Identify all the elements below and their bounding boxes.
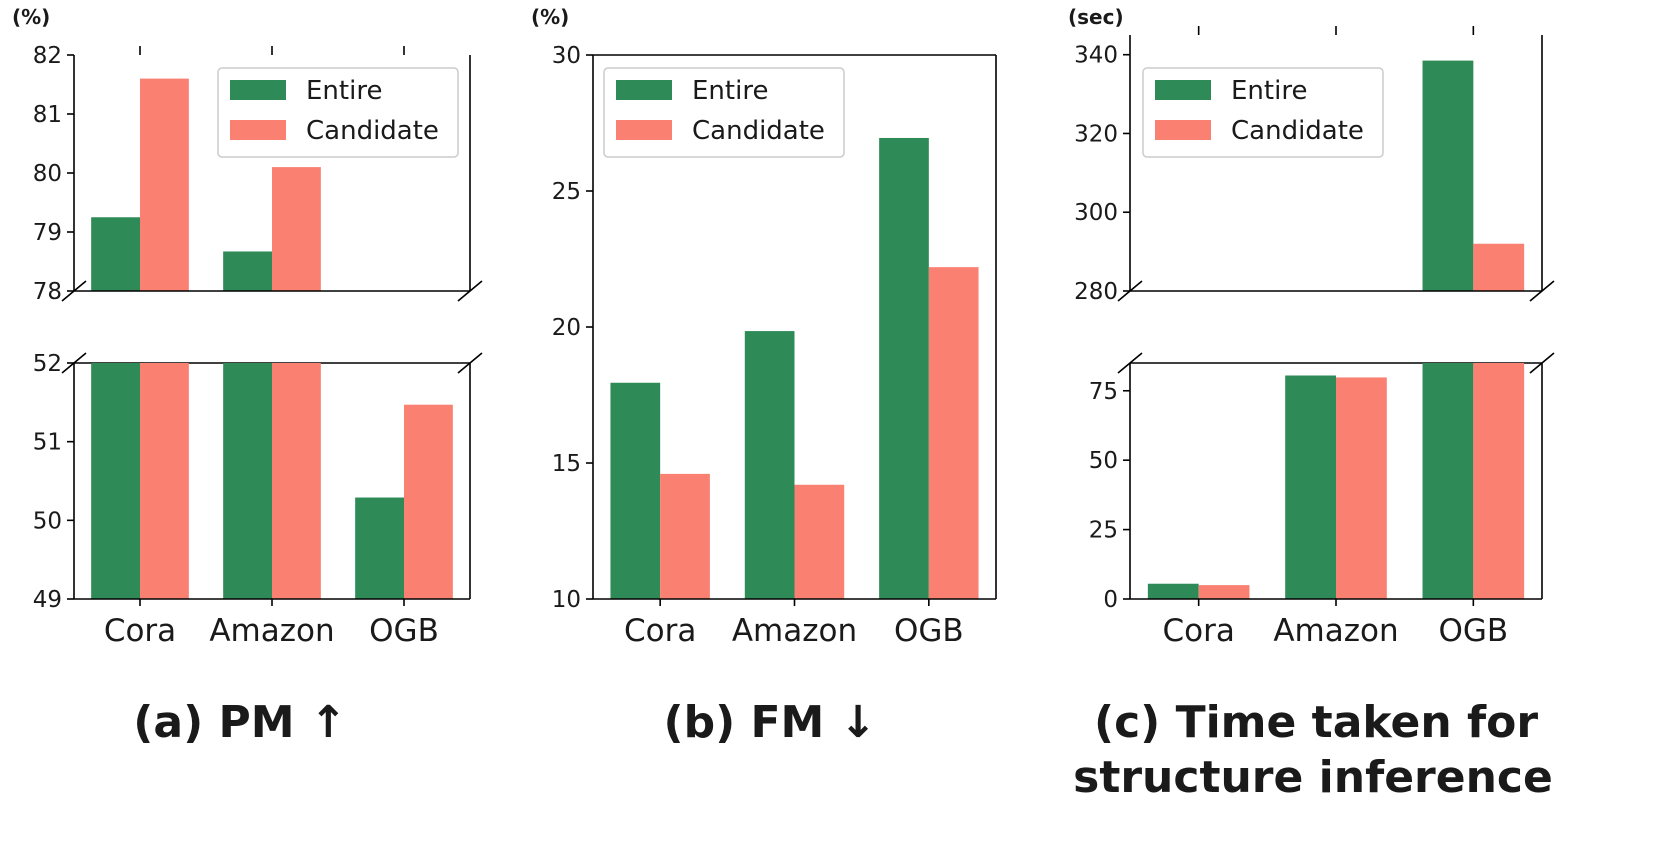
chart-panel-2: 10 15 20 25 30 Cora Amazon OGB (%) Entire Candidat… <box>531 5 997 748</box>
bar-candidate-ogb-lower <box>1473 363 1525 599</box>
legend: Entire Candidate <box>217 67 459 158</box>
bar-entire-amazon-lower <box>223 363 272 599</box>
bars-lower <box>91 363 453 599</box>
y-tick-label: 75 <box>1089 379 1118 405</box>
y-tick-label: 320 <box>1074 121 1118 147</box>
chart-caption: (b) FM ↓ <box>663 697 876 748</box>
bar-candidate-cora-lower <box>1198 585 1250 599</box>
x-tick-label-amazon: Amazon <box>209 613 334 649</box>
legend-label-entire: Entire <box>306 76 382 106</box>
bars-upper <box>1422 60 1525 291</box>
chart-panel-1: 78 79 80 81 82 49 50 51 52 Cora Amazon OGB (%) Entire… <box>12 5 483 748</box>
bar-candidate-ogb-lower <box>404 404 453 599</box>
legend-swatch-entire <box>1155 80 1211 100</box>
bar-entire-cora-upper <box>91 217 140 291</box>
legend-swatch-candidate <box>230 120 286 140</box>
bar-entire-cora-lower <box>1147 583 1199 599</box>
x-tick-label-amazon: Amazon <box>1273 613 1398 649</box>
axis-break-mark <box>61 280 87 302</box>
chart-caption-line-2: structure inference <box>1073 752 1553 803</box>
bars-lower <box>1147 363 1525 599</box>
legend-swatch-entire <box>230 80 286 100</box>
y-tick-label: 15 <box>552 451 581 477</box>
y-tick-label: 340 <box>1074 43 1118 69</box>
legend-swatch-entire <box>616 80 672 100</box>
x-tick-label-ogb: OGB <box>369 613 439 649</box>
x-tick-label-cora: Cora <box>624 613 696 649</box>
y-tick-label: 79 <box>33 220 62 246</box>
bar-entire-cora-lower <box>91 363 140 599</box>
legend-label-candidate: Candidate <box>306 116 439 146</box>
y-unit-label: (%) <box>12 5 50 29</box>
y-tick-label: 52 <box>33 351 62 377</box>
y-tick-label: 50 <box>33 508 62 534</box>
y-tick-label: 300 <box>1074 200 1118 226</box>
bar-candidate-amazon-main <box>794 484 845 599</box>
legend-label-candidate: Candidate <box>692 116 825 146</box>
bar-entire-cora-main <box>610 382 661 599</box>
chart-panel-3: 280 300 320 340 0 25 50 75 Cora Amazon OGB (sec) Ent… <box>1068 5 1555 803</box>
y-tick-label: 81 <box>33 102 62 128</box>
legend-label-entire: Entire <box>692 76 768 106</box>
bar-candidate-cora-main <box>660 473 710 599</box>
x-tick-label-ogb: OGB <box>894 613 964 649</box>
bar-candidate-amazon-lower <box>272 363 321 599</box>
bar-entire-amazon-lower <box>1285 375 1336 599</box>
bar-entire-ogb-main <box>879 137 929 599</box>
y-tick-label: 78 <box>33 279 62 305</box>
bar-entire-amazon-upper <box>223 251 272 291</box>
bar-candidate-amazon-upper <box>272 167 321 291</box>
y-unit-label: (sec) <box>1068 5 1124 29</box>
y-tick-label: 25 <box>552 179 581 205</box>
bar-candidate-cora-lower <box>140 363 189 599</box>
y-tick-label: 20 <box>552 315 581 341</box>
y-tick-label: 10 <box>552 587 581 613</box>
legend-swatch-candidate <box>1155 120 1211 140</box>
y-tick-label: 25 <box>1089 518 1118 544</box>
y-tick-label: 50 <box>1089 448 1118 474</box>
bar-candidate-ogb-main <box>928 267 979 599</box>
bars-main <box>610 137 979 599</box>
axis-break-mark <box>1117 280 1143 302</box>
axis-break-mark <box>1529 280 1555 302</box>
bar-candidate-ogb-upper <box>1473 243 1525 291</box>
legend: Entire Candidate <box>1142 67 1384 158</box>
bar-candidate-amazon-lower <box>1336 377 1387 599</box>
y-tick-label: 0 <box>1103 587 1118 613</box>
chart-caption: (a) PM ↑ <box>133 697 346 748</box>
x-tick-label-cora: Cora <box>1162 613 1234 649</box>
y-tick-label: 80 <box>33 161 62 187</box>
bar-entire-ogb-lower <box>355 497 404 599</box>
y-tick-label: 280 <box>1074 279 1118 305</box>
y-tick-label: 82 <box>33 43 62 69</box>
x-tick-label-ogb: OGB <box>1438 613 1508 649</box>
axis-break-mark <box>457 280 483 302</box>
y-tick-label: 49 <box>33 587 62 613</box>
y-unit-label: (%) <box>531 5 569 29</box>
bars-upper <box>91 78 321 291</box>
chart-caption-line-1: (c) Time taken for <box>1094 697 1538 748</box>
x-tick-label-amazon: Amazon <box>732 613 857 649</box>
bar-candidate-cora-upper <box>140 78 189 291</box>
legend-label-candidate: Candidate <box>1231 116 1364 146</box>
y-tick-label: 51 <box>33 430 62 456</box>
x-tick-label-cora: Cora <box>104 613 176 649</box>
legend-label-entire: Entire <box>1231 76 1307 106</box>
legend-swatch-candidate <box>616 120 672 140</box>
bar-entire-ogb-lower <box>1422 363 1474 599</box>
bar-entire-amazon-main <box>744 331 795 599</box>
legend: Entire Candidate <box>603 67 845 158</box>
y-tick-label: 30 <box>552 43 581 69</box>
bar-entire-ogb-upper <box>1422 60 1474 291</box>
